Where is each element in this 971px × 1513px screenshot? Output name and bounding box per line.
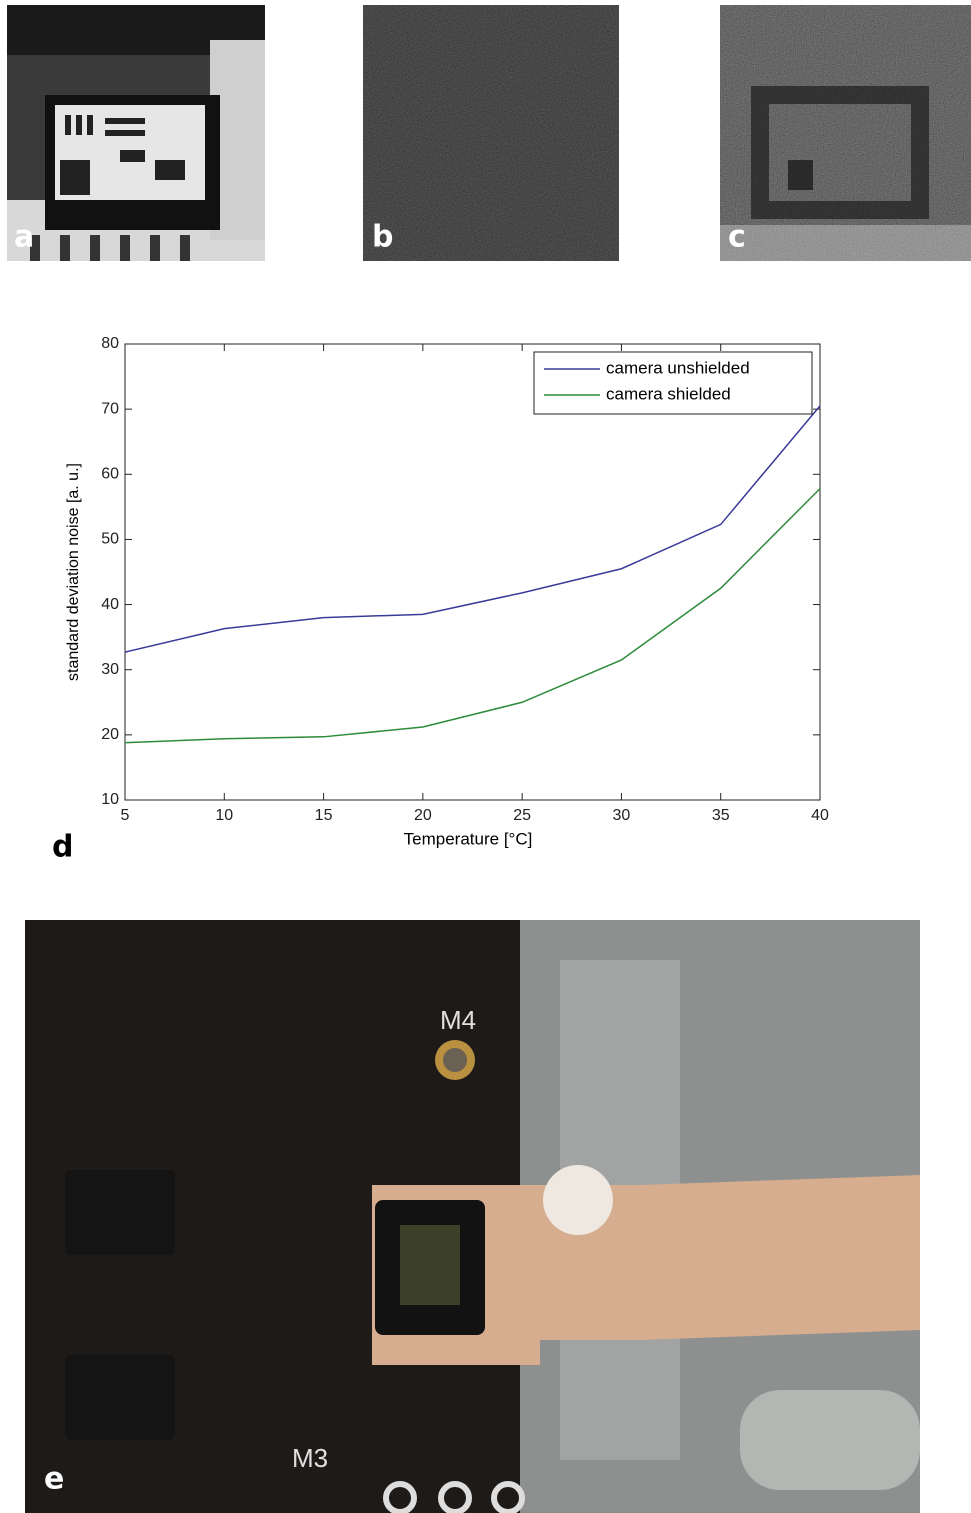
panel-e: M4 M3 e (25, 920, 920, 1513)
image-region (788, 160, 813, 190)
panel-label: d (52, 830, 73, 865)
y-tick-label: 10 (101, 791, 119, 808)
x-tick-label: 5 (121, 807, 130, 824)
panel-d: Temperature [°C] standard deviation nois… (52, 335, 829, 864)
mount-hole (443, 1048, 467, 1072)
y-tick-label: 60 (101, 466, 119, 483)
panel-b: b (363, 5, 619, 261)
panel-label: b (372, 220, 393, 255)
image-shade (363, 5, 619, 261)
panel-c: c (720, 5, 971, 261)
figure: a b c Temperature [°C] standard deviatio… (0, 0, 971, 1513)
legend-label: camera shielded (606, 384, 731, 403)
panel-a: a (7, 5, 265, 261)
y-tick-label: 30 (101, 661, 119, 678)
panel-label: c (728, 220, 746, 255)
board-label: M3 (292, 1443, 328, 1473)
y-tick-label: 70 (101, 400, 119, 417)
x-tick-label: 20 (414, 807, 432, 824)
y-tick-label: 40 (101, 596, 119, 613)
y-axis-label: standard deviation noise [a. u.] (65, 463, 82, 681)
y-tick-label: 80 (101, 335, 119, 352)
chip (65, 1355, 175, 1440)
y-tick-label: 20 (101, 726, 119, 743)
sensor-die (400, 1225, 460, 1305)
chip (65, 1170, 175, 1255)
panel-label: e (44, 1462, 64, 1497)
x-tick-label: 35 (712, 807, 730, 824)
pin (543, 1165, 613, 1235)
x-axis-label: Temperature [°C] (404, 829, 533, 848)
image-region (720, 225, 971, 261)
x-tick-label: 25 (513, 807, 531, 824)
legend-label: camera unshielded (606, 358, 750, 377)
x-tick-label: 10 (215, 807, 233, 824)
panel-label: a (14, 220, 34, 255)
x-tick-label: 40 (811, 807, 829, 824)
x-tick-label: 30 (613, 807, 631, 824)
y-tick-label: 50 (101, 531, 119, 548)
x-tick-label: 15 (315, 807, 333, 824)
board-label: M4 (440, 1005, 476, 1035)
photo-region (740, 1390, 920, 1490)
